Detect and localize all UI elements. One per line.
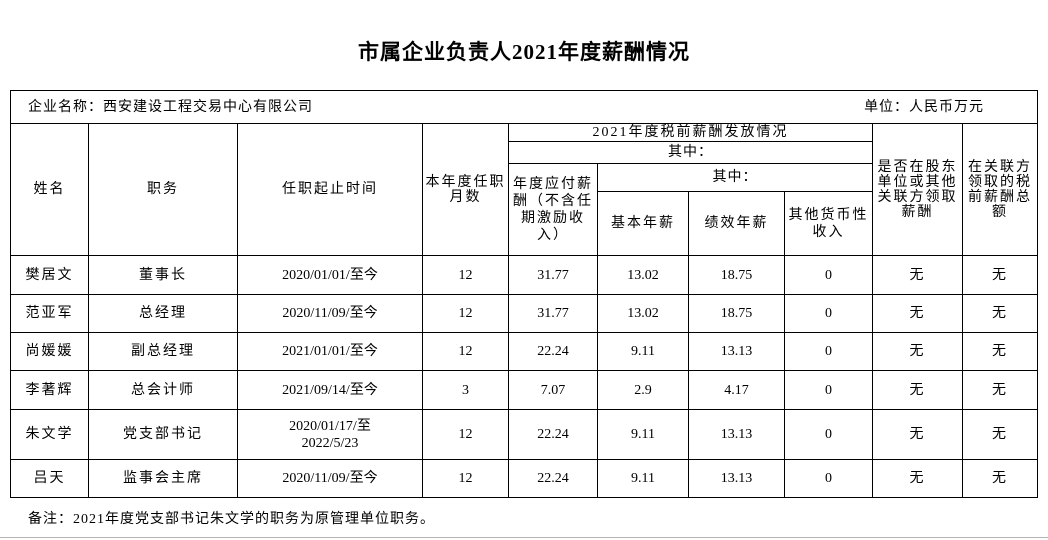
col-header-position: 职务 [88, 123, 238, 256]
cell-performance-salary: 13.13 [688, 459, 785, 498]
cell-name: 朱文学 [10, 409, 89, 460]
cell-tenure: 2021/09/14/至今 [237, 370, 423, 410]
cell-related-party: 无 [872, 255, 963, 295]
cell-related-party: 无 [872, 332, 963, 371]
table-row: 范亚军 总经理 2020/11/09/至今 12 31.77 13.02 18.… [10, 294, 1039, 333]
cell-total-pay: 31.77 [508, 294, 598, 333]
salary-table: 企业名称：西安建设工程交易中心有限公司 单位：人民币万元 姓名 职务 任职起止时… [9, 90, 1039, 498]
cell-name: 尚媛媛 [10, 332, 89, 371]
cell-months: 3 [422, 370, 509, 410]
cell-related-party: 无 [872, 370, 963, 410]
cell-base-salary: 9.11 [597, 409, 689, 460]
cell-related-total: 无 [961, 294, 1039, 333]
company-name-label: 企业名称：西安建设工程交易中心有限公司 [28, 99, 313, 115]
col-header-salary-group: 2021年度税前薪酬发放情况 [508, 123, 873, 142]
cell-performance-salary: 13.13 [688, 409, 785, 460]
cell-months: 12 [422, 459, 509, 498]
table-row: 朱文学 党支部书记 2020/01/17/至 2022/5/23 12 22.2… [10, 409, 1039, 460]
company-header-row: 企业名称：西安建设工程交易中心有限公司 单位：人民币万元 [9, 90, 1039, 124]
cell-tenure: 2021/01/01/至今 [237, 332, 423, 371]
unit-label: 单位：人民币万元 [864, 99, 985, 115]
cell-position: 总经理 [88, 294, 238, 333]
cell-base-salary: 13.02 [597, 255, 689, 295]
cell-position: 副总经理 [88, 332, 238, 371]
col-header-other-cash: 其他货币性收入 [784, 191, 873, 256]
cell-performance-salary: 18.75 [688, 255, 785, 295]
col-header-base-salary: 基本年薪 [597, 191, 689, 256]
company-header-cell: 企业名称：西安建设工程交易中心有限公司 单位：人民币万元 [9, 90, 1039, 124]
cell-tenure: 2020/11/09/至今 [237, 294, 423, 333]
cell-total-pay: 22.24 [508, 409, 598, 460]
cell-months: 12 [422, 255, 509, 295]
cell-performance-salary: 13.13 [688, 332, 785, 371]
cell-base-salary: 2.9 [597, 370, 689, 410]
cell-other-cash: 0 [784, 409, 873, 460]
table-row: 尚媛媛 副总经理 2021/01/01/至今 12 22.24 9.11 13.… [10, 332, 1039, 371]
cell-other-cash: 0 [784, 370, 873, 410]
among-label-1: 其中： [508, 141, 873, 164]
col-header-tenure: 任职起止时间 [237, 123, 423, 256]
cell-related-total: 无 [961, 370, 1039, 410]
cell-related-total: 无 [961, 332, 1039, 371]
col-header-name: 姓名 [10, 123, 89, 256]
col-header-related-party: 是否在股东单位或其他关联方领取薪酬 [872, 123, 963, 256]
cell-base-salary: 9.11 [597, 459, 689, 498]
cell-other-cash: 0 [784, 294, 873, 333]
col-header-months: 本年度任职月数 [422, 123, 509, 256]
cell-months: 12 [422, 332, 509, 371]
table-row: 李著辉 总会计师 2021/09/14/至今 3 7.07 2.9 4.17 0… [10, 370, 1039, 410]
col-header-related-total: 在关联方领取的税前薪酬总额 [961, 123, 1039, 256]
cell-total-pay: 7.07 [508, 370, 598, 410]
cell-total-pay: 22.24 [508, 459, 598, 498]
cell-position: 监事会主席 [88, 459, 238, 498]
among-label-2: 其中： [597, 163, 873, 192]
header-row-sub: 基本年薪 绩效年薪 其他货币性收入 [11, 191, 1038, 256]
cell-total-pay: 31.77 [508, 255, 598, 295]
cell-tenure: 2020/01/01/至今 [237, 255, 423, 295]
cell-position: 总会计师 [88, 370, 238, 410]
cell-related-party: 无 [872, 459, 963, 498]
table-row: 吕天 监事会主席 2020/11/09/至今 12 22.24 9.11 13.… [10, 459, 1039, 498]
cell-base-salary: 13.02 [597, 294, 689, 333]
cell-months: 12 [422, 409, 509, 460]
col-header-total-pay: 年度应付薪酬（不含任期激励收入） [508, 163, 598, 256]
cell-name: 李著辉 [10, 370, 89, 410]
cell-related-party: 无 [872, 294, 963, 333]
cell-related-party: 无 [872, 409, 963, 460]
cell-position: 党支部书记 [88, 409, 238, 460]
header-row-group: 姓名 职务 任职起止时间 本年度任职月数 2021年度税前薪酬发放情况 是否在股… [10, 123, 1039, 256]
cell-tenure: 2020/11/09/至今 [237, 459, 423, 498]
cell-performance-salary: 4.17 [688, 370, 785, 410]
cell-base-salary: 9.11 [597, 332, 689, 371]
cell-name: 吕天 [10, 459, 89, 498]
cell-months: 12 [422, 294, 509, 333]
cell-related-total: 无 [961, 409, 1039, 460]
cell-other-cash: 0 [784, 459, 873, 498]
bottom-divider [0, 537, 1048, 538]
cell-related-total: 无 [961, 459, 1039, 498]
cell-name: 范亚军 [10, 294, 89, 333]
cell-other-cash: 0 [784, 255, 873, 295]
col-header-performance-salary: 绩效年薪 [688, 191, 785, 256]
cell-tenure: 2020/01/17/至 2022/5/23 [237, 409, 423, 460]
footnote: 备注：2021年度党支部书记朱文学的职务为原管理单位职务。 [28, 512, 435, 527]
cell-position: 董事长 [88, 255, 238, 295]
page-title: 市属企业负责人2021年度薪酬情况 [358, 40, 690, 64]
cell-name: 樊居文 [10, 255, 89, 295]
cell-other-cash: 0 [784, 332, 873, 371]
cell-performance-salary: 18.75 [688, 294, 785, 333]
table-row: 樊居文 董事长 2020/01/01/至今 12 31.77 13.02 18.… [10, 255, 1039, 295]
cell-related-total: 无 [961, 255, 1039, 295]
cell-total-pay: 22.24 [508, 332, 598, 371]
